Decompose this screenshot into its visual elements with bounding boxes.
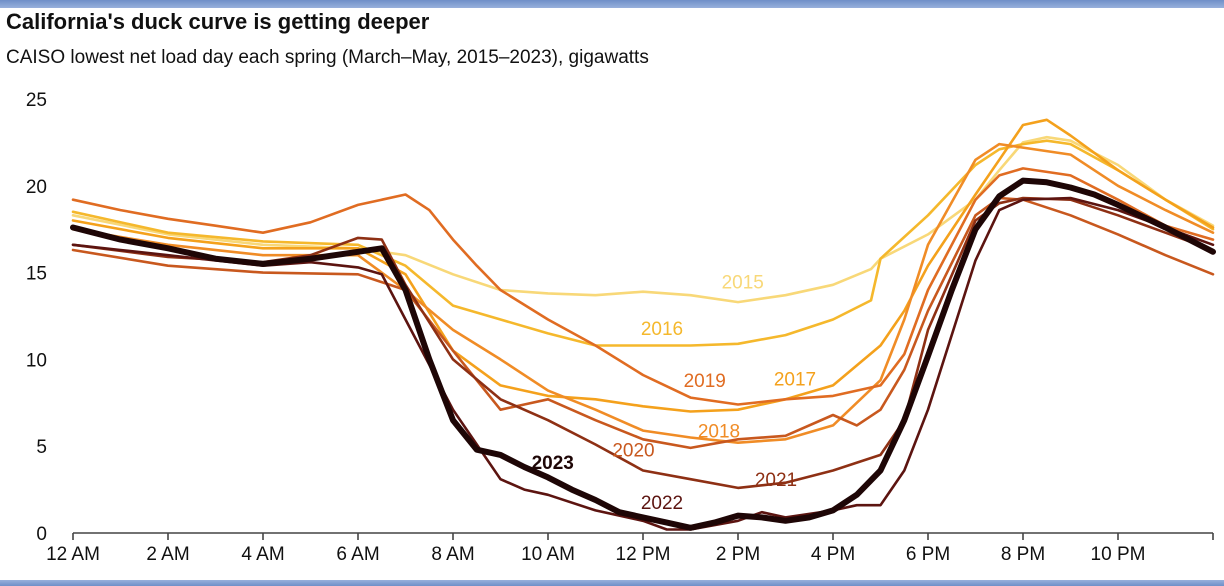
y-tick-label: 5: [36, 437, 47, 458]
series-label-2020: 2020: [612, 441, 654, 462]
x-tick-label: 10 AM: [521, 544, 575, 565]
window-frame-bottom: [0, 580, 1224, 586]
window-frame-top: [0, 0, 1224, 8]
series-line-2018: [71, 142, 1215, 444]
y-tick-label: 25: [26, 90, 47, 111]
series-lines: [70, 118, 1216, 531]
x-tick-label: 2 PM: [716, 544, 760, 565]
series-line-2019: [71, 167, 1215, 406]
x-tick-label: 2 AM: [146, 544, 189, 565]
x-tick-label: 6 PM: [906, 544, 950, 565]
series-label-2023: 2023: [532, 453, 574, 474]
x-tick-label: 8 PM: [1001, 544, 1045, 565]
y-tick-label: 0: [36, 524, 47, 545]
chart-title: California's duck curve is getting deepe…: [6, 9, 430, 34]
series-label-2017: 2017: [774, 369, 816, 390]
series-line-2023: [70, 177, 1216, 531]
series-line-2016: [71, 139, 1215, 347]
y-tick-label: 10: [26, 350, 47, 371]
series-labels: 2015 2016 2017 2018 2019 2020 2021 2022 2023: [532, 272, 817, 513]
series-label-2016: 2016: [641, 319, 683, 340]
y-axis: 0 5 10 15 20 25: [26, 90, 47, 545]
series-label-2021: 2021: [755, 470, 797, 491]
series-label-2015: 2015: [722, 272, 764, 293]
series-line-2017: [71, 118, 1215, 413]
series-line-2022: [71, 196, 1215, 531]
x-tick-label: 8 AM: [431, 544, 474, 565]
series-line-2015: [71, 135, 1215, 304]
x-tick-label: 12 PM: [616, 544, 671, 565]
x-axis: 12 AM 2 AM 4 AM 6 AM 8 AM 10 AM 12 PM 2 PM 4 PM 6…: [46, 532, 1214, 565]
series-label-2018: 2018: [698, 422, 740, 443]
series-label-2022: 2022: [641, 493, 683, 514]
x-tick-label: 6 AM: [336, 544, 379, 565]
x-tick-label: 10 PM: [1091, 544, 1146, 565]
x-tick-label: 4 AM: [241, 544, 284, 565]
y-tick-label: 20: [26, 177, 47, 198]
series-label-2019: 2019: [684, 371, 726, 392]
series-line-2021: [71, 196, 1215, 490]
x-tick-label: 4 PM: [811, 544, 855, 565]
chart-subtitle: CAISO lowest net load day each spring (M…: [6, 47, 649, 68]
y-tick-label: 15: [26, 264, 47, 285]
x-tick-label: 12 AM: [46, 544, 100, 565]
